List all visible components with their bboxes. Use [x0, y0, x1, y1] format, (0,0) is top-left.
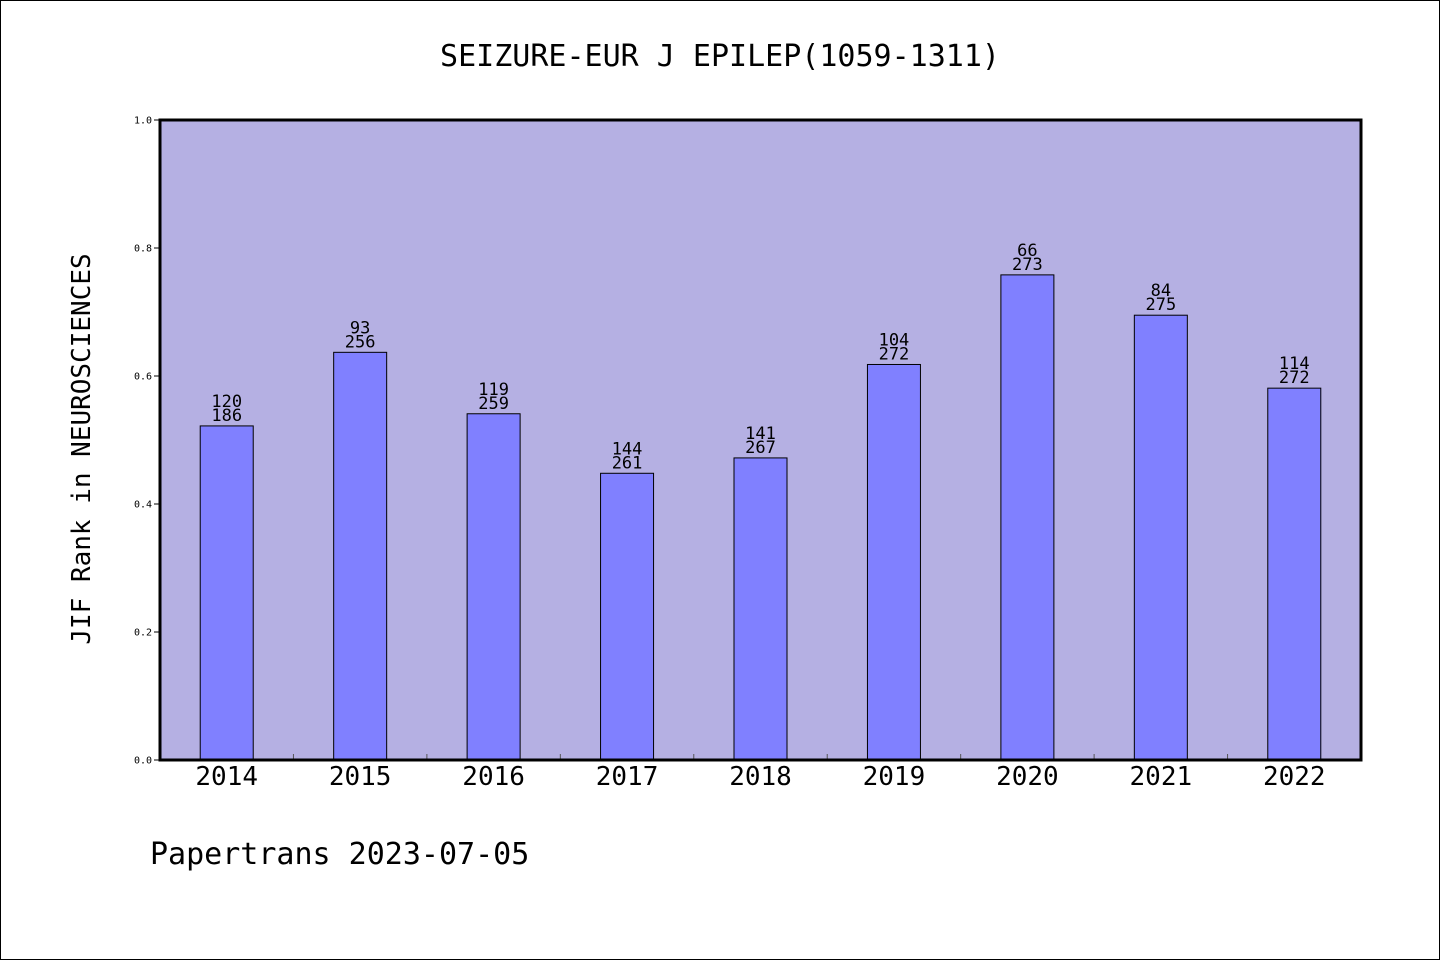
x-tick-label: 2016 — [462, 762, 525, 792]
y-tick-label: 0.6 — [134, 372, 152, 383]
bar-rank-label: 104 — [879, 330, 910, 350]
bar-total-label: 186 — [211, 406, 242, 426]
y-axis: 0.0 0.2 0.4 0.6 0.8 1.0 — [134, 116, 160, 767]
x-tick-label: 2021 — [1130, 762, 1193, 792]
bar-rank-label: 93 — [350, 318, 370, 338]
x-tick-label: 2014 — [195, 762, 258, 792]
bar-total-label: 272 — [1279, 368, 1310, 388]
y-tick-label: 0.0 — [134, 756, 152, 767]
bar-rank-label: 120 — [211, 392, 242, 412]
bar-total-label: 261 — [612, 453, 643, 473]
y-tick-label: 1.0 — [134, 116, 152, 127]
plot-border — [158, 118, 1363, 762]
bar-2021 — [1133, 314, 1188, 761]
bar-total-label: 275 — [1145, 295, 1176, 315]
bar-2020 — [1000, 274, 1055, 761]
bar-rank-label: 119 — [478, 380, 509, 400]
y-axis-label: JIF Rank in NEUROSCIENCES — [67, 253, 97, 644]
bar-total-label: 272 — [879, 344, 910, 364]
footer-credit: Papertrans 2023-07-05 — [150, 837, 529, 872]
bar-total-label: 256 — [345, 332, 376, 352]
bar-total-label: 273 — [1012, 255, 1043, 275]
bar-rank-label: 144 — [612, 439, 643, 459]
y-tick-label: 0.4 — [134, 500, 152, 511]
x-axis-labels: 2014 2015 2016 2017 2018 2019 2020 2021 2022 — [195, 762, 1325, 792]
bar-2022 — [1267, 387, 1322, 761]
bar-2019 — [866, 363, 921, 761]
chart-title: SEIZURE-EUR J EPILEP(1059-1311) — [440, 39, 1000, 74]
bar-2018 — [733, 457, 788, 761]
bar-rank-label: 84 — [1151, 281, 1171, 301]
bar-2015 — [333, 351, 388, 761]
bar-total-label: 259 — [478, 394, 509, 414]
x-tick-label: 2015 — [329, 762, 392, 792]
x-tick-label: 2018 — [729, 762, 792, 792]
bar-2014 — [199, 425, 254, 761]
x-tick-label: 2022 — [1263, 762, 1326, 792]
bars: 1201869325611925914426114126710427266273… — [199, 241, 1322, 761]
bar-rank-label: 66 — [1017, 241, 1037, 261]
x-tick-label: 2020 — [996, 762, 1059, 792]
bar-rank-label: 114 — [1279, 354, 1310, 374]
x-tick-label: 2017 — [596, 762, 659, 792]
y-tick-label: 0.8 — [134, 244, 152, 255]
bar-2016 — [466, 413, 521, 761]
y-tick-label: 0.2 — [134, 628, 152, 639]
bar-rank-label: 141 — [745, 424, 776, 444]
bar-2017 — [600, 472, 655, 761]
bar-total-label: 267 — [745, 438, 776, 458]
x-tick-label: 2019 — [863, 762, 926, 792]
